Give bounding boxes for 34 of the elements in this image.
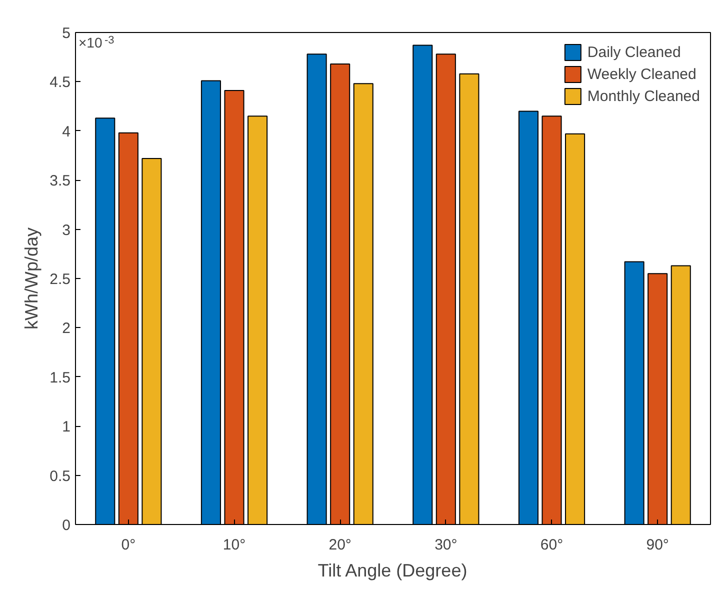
bar [95,118,116,524]
y-tick-label: 2 [62,320,70,338]
bar [142,158,162,524]
legend-label: Weekly Cleaned [587,65,696,83]
bar [200,80,221,524]
x-tick-label: 10° [222,536,246,554]
y-tick-label: 4 [62,123,70,140]
legend-label: Monthly Cleaned [587,87,700,105]
x-axis-title: Tilt Angle (Degree) [318,560,468,580]
y-tick-label: 1 [62,418,70,436]
y-tick-label: 3.5 [50,172,71,190]
bar [565,133,586,524]
bar [306,54,327,524]
x-tick-label: 0° [121,536,136,554]
bar [459,73,480,524]
x-tick-label: 30° [434,536,458,554]
bar [412,44,433,524]
bar [670,265,691,524]
y-tick-label: 5 [62,25,70,42]
bar [248,116,268,524]
y-tick-label: 0 [62,517,70,534]
bar [518,110,538,524]
y-tick-label: 0.5 [50,468,71,485]
bar [353,83,374,524]
y-tick-label: 4.5 [50,74,71,92]
x-tick-label: 90° [646,536,669,554]
y-tick-label: 2.5 [50,271,71,288]
x-tick-label: 60° [540,536,564,554]
x-tick-label: 20° [328,536,352,554]
bar [624,261,644,524]
y-tick-label: 1.5 [50,369,71,386]
y-axis-title: kWh/Wp/day [22,227,42,330]
legend-label: Daily Cleaned [587,43,681,61]
y-tick-label: 3 [62,222,70,239]
